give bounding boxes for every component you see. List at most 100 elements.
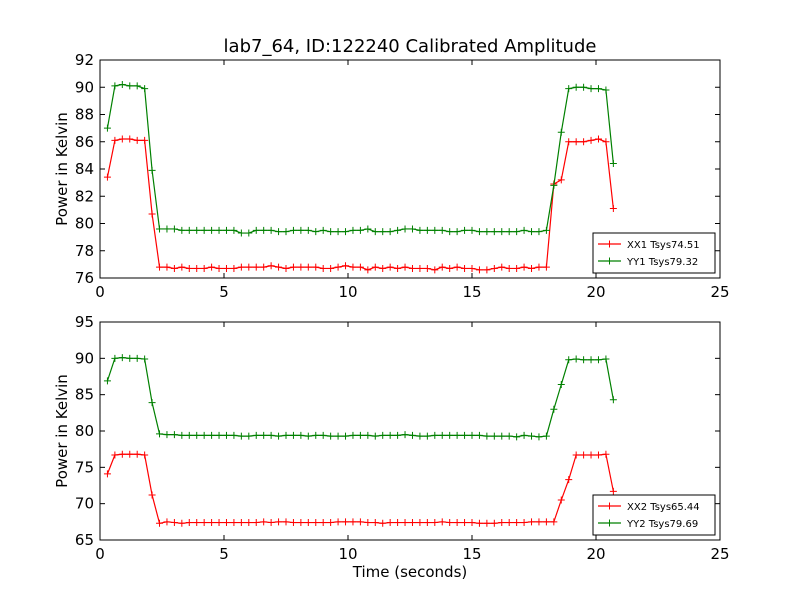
bottom-series-1-point bbox=[103, 377, 111, 385]
top-series-0-point bbox=[252, 263, 260, 271]
top-series-1-point bbox=[252, 226, 260, 234]
top-x-tick-label: 10 bbox=[338, 283, 357, 301]
bottom-series-0-point bbox=[408, 519, 416, 527]
bottom-series-1-point bbox=[498, 432, 506, 440]
top-series-1-point bbox=[394, 226, 402, 234]
bottom-series-1-point bbox=[170, 431, 178, 439]
bottom-series-0-point bbox=[312, 519, 320, 527]
bottom-series-1-point bbox=[461, 431, 469, 439]
top-series-0-point bbox=[215, 264, 223, 272]
top-series-0-point bbox=[602, 138, 610, 146]
top-series-1-point bbox=[163, 225, 171, 233]
top-series-0-point bbox=[371, 263, 379, 271]
top-series-0-point bbox=[416, 264, 424, 272]
top-series-1-point bbox=[446, 228, 454, 236]
bottom-series-1-point bbox=[319, 431, 327, 439]
bottom-series-1-point bbox=[594, 356, 602, 364]
top-series-0-point bbox=[111, 136, 119, 144]
top-legend-box bbox=[592, 232, 716, 274]
top-series-1-point bbox=[371, 228, 379, 236]
top-series-0-point bbox=[401, 263, 409, 271]
bottom-series-0-point bbox=[371, 519, 379, 527]
bottom-x-tick-label: 0 bbox=[95, 545, 105, 563]
top-series-0-point bbox=[334, 263, 342, 271]
top-series-0-point bbox=[141, 136, 149, 144]
top-y-tick-label: 90 bbox=[75, 78, 94, 96]
top-series-1-point bbox=[364, 225, 372, 233]
bottom-series-0-point bbox=[490, 519, 498, 527]
bottom-series-0-point bbox=[163, 518, 171, 526]
bottom-series-1-point bbox=[371, 432, 379, 440]
top-series-1-point bbox=[461, 226, 469, 234]
bottom-series-1-point bbox=[513, 433, 521, 441]
top-legend-label-1: YY1 Tsys79.32 bbox=[626, 257, 698, 268]
bottom-legend-box bbox=[592, 494, 716, 536]
bottom-series-0-point bbox=[468, 519, 476, 527]
top-series-0-point bbox=[408, 264, 416, 272]
top-series-0-point bbox=[453, 263, 461, 271]
top-series-0-point bbox=[386, 263, 394, 271]
top-legend: XX1 Tsys74.51 YY1 Tsys79.32 bbox=[592, 232, 716, 274]
bottom-series-1-point bbox=[580, 356, 588, 364]
top-series-0-point bbox=[148, 210, 156, 218]
top-series-1-point bbox=[103, 124, 111, 132]
bottom-series-0-point bbox=[126, 450, 134, 458]
top-series-0-point bbox=[423, 264, 431, 272]
bottom-y-axis-label: Power in Kelvin bbox=[53, 374, 71, 488]
bottom-series-1-point bbox=[193, 431, 201, 439]
top-series-0-point bbox=[297, 263, 305, 271]
top-series-1-point bbox=[528, 228, 536, 236]
top-x-tick-label: 20 bbox=[586, 283, 605, 301]
bottom-series-0-point bbox=[572, 451, 580, 459]
bottom-series-0-point bbox=[520, 519, 528, 527]
bottom-series-0-point bbox=[379, 519, 387, 527]
top-series-1-point bbox=[126, 82, 134, 90]
top-series-0-point bbox=[327, 264, 335, 272]
bottom-legend: XX2 Tsys65.44 YY2 Tsys79.69 bbox=[592, 494, 716, 536]
top-series-1-point bbox=[438, 226, 446, 234]
bottom-series-0-point bbox=[550, 518, 558, 526]
top-series-line-1 bbox=[106, 83, 614, 234]
bottom-series-1-point bbox=[111, 354, 119, 362]
bottom-series-1-point bbox=[208, 431, 216, 439]
bottom-series-0-point bbox=[386, 519, 394, 527]
bottom-series-0-point bbox=[111, 451, 119, 459]
bottom-series-0-point bbox=[103, 470, 111, 478]
top-series-0-point bbox=[461, 264, 469, 272]
bottom-series-0-point bbox=[609, 487, 617, 495]
bottom-x-tick-label: 5 bbox=[219, 545, 229, 563]
bottom-series-1-point bbox=[557, 380, 565, 388]
bottom-series-0-point bbox=[453, 519, 461, 527]
bottom-series-0-point bbox=[237, 519, 245, 527]
top-series-1-point bbox=[349, 226, 357, 234]
figure-title: lab7_64, ID:122240 Calibrated Amplitude bbox=[224, 36, 597, 57]
top-series-1-point bbox=[475, 228, 483, 236]
bottom-series-1-point bbox=[609, 396, 617, 404]
bottom-series-1-point bbox=[289, 431, 297, 439]
top-series-0-point bbox=[580, 138, 588, 146]
top-series-0-point bbox=[475, 266, 483, 274]
bottom-series-1-point bbox=[200, 431, 208, 439]
top-series-0-point bbox=[126, 135, 134, 143]
bottom-series-1-point bbox=[572, 355, 580, 363]
top-series-1-point bbox=[133, 82, 141, 90]
top-series-1-point bbox=[587, 85, 595, 93]
top-series-1-point bbox=[141, 85, 149, 93]
bottom-series-0-point bbox=[342, 518, 350, 526]
top-series-0-point bbox=[438, 263, 446, 271]
bottom-series-1-point bbox=[386, 431, 394, 439]
bottom-series-0-point bbox=[364, 519, 372, 527]
bottom-series-0-point bbox=[245, 519, 253, 527]
top-series-0-point bbox=[349, 263, 357, 271]
top-y-tick-label: 84 bbox=[75, 160, 94, 178]
bottom-series-0-point bbox=[148, 491, 156, 499]
bottom-series-1-point bbox=[475, 431, 483, 439]
top-legend-marker-1 bbox=[606, 257, 613, 265]
top-series-1-point bbox=[170, 225, 178, 233]
bottom-series-0-point bbox=[118, 450, 126, 458]
top-series-0-point bbox=[200, 264, 208, 272]
top-y-tick-label: 78 bbox=[75, 242, 94, 260]
top-series-0-point bbox=[565, 138, 573, 146]
top-series-0-point bbox=[275, 263, 283, 271]
